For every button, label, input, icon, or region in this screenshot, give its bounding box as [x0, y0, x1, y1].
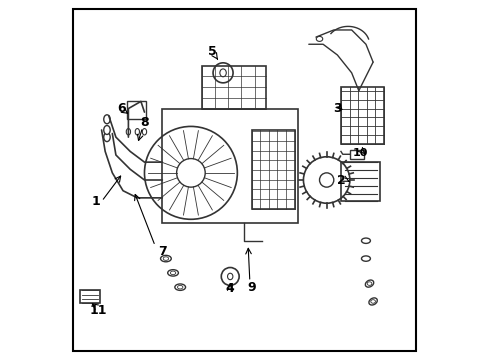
Text: 9: 9	[247, 281, 255, 294]
Text: 3: 3	[332, 102, 341, 115]
Ellipse shape	[103, 133, 110, 141]
Bar	[126, 102, 146, 119]
Bar	[340, 162, 380, 202]
Text: 4: 4	[225, 283, 234, 296]
Ellipse shape	[103, 126, 110, 134]
Bar	[201, 66, 265, 109]
Text: 10: 10	[352, 148, 367, 158]
Text: 6: 6	[117, 102, 125, 115]
Bar	[340, 87, 383, 144]
Text: 1: 1	[92, 195, 101, 208]
Text: 8: 8	[140, 116, 148, 129]
Text: 5: 5	[207, 45, 216, 58]
Bar	[349, 150, 364, 158]
Text: 11: 11	[89, 304, 106, 317]
Ellipse shape	[103, 115, 110, 124]
Bar	[162, 109, 298, 223]
Text: 7: 7	[158, 245, 166, 258]
Text: 2: 2	[336, 174, 345, 186]
Bar	[251, 130, 294, 208]
Bar	[80, 290, 100, 303]
